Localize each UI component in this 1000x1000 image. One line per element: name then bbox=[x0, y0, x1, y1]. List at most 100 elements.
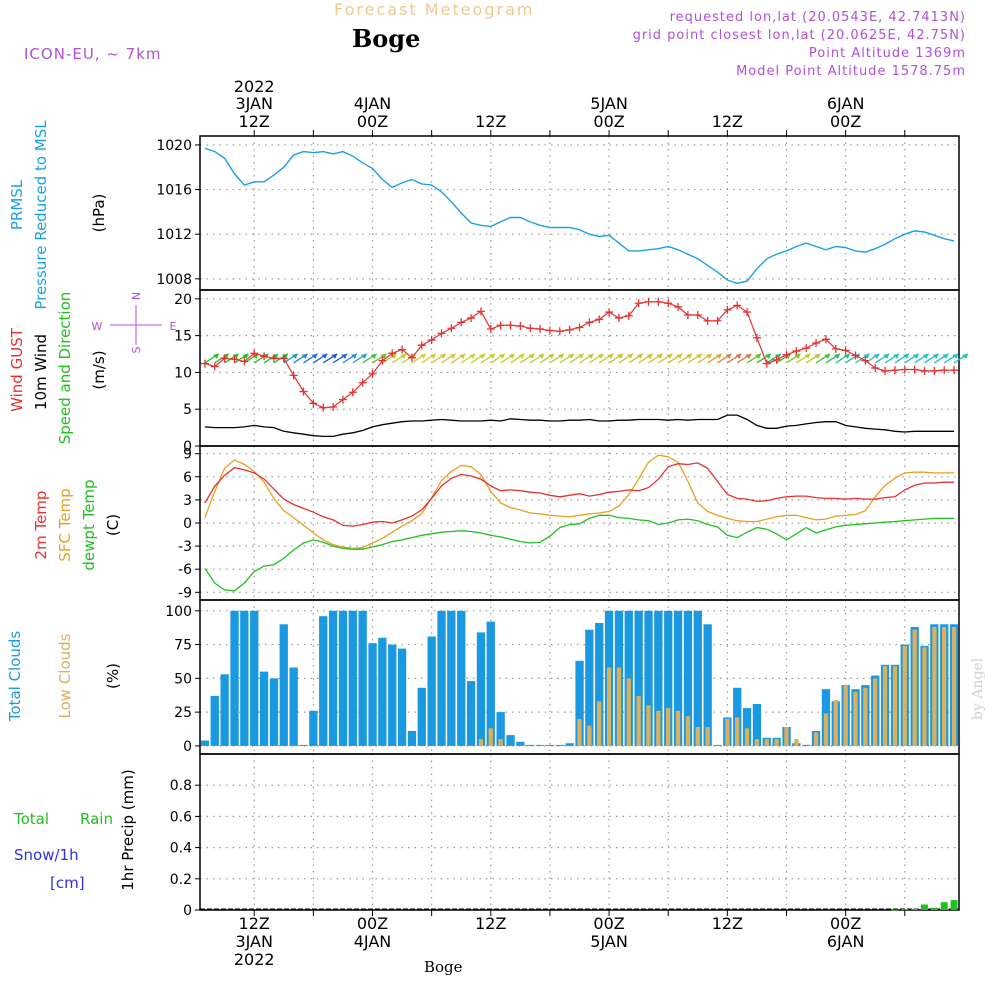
gust-marker bbox=[881, 366, 890, 375]
wind-arrowhead bbox=[833, 353, 840, 359]
total-clouds-bar bbox=[230, 610, 239, 746]
temp-sfc-label: SFC Temp bbox=[56, 488, 74, 561]
model-label: ICON-EU, ~ 7km bbox=[24, 45, 162, 63]
requested-coords: requested lon,lat (20.0543E, 42.7413N) bbox=[669, 10, 966, 25]
precip-cm-label: [cm] bbox=[50, 874, 85, 892]
precip-rain-label: Rain bbox=[80, 810, 113, 828]
total-clouds-bar bbox=[733, 687, 742, 746]
gust-marker bbox=[398, 345, 407, 354]
low-clouds-bar bbox=[951, 627, 957, 746]
time-label-hour-bottom: 12Z bbox=[239, 914, 270, 933]
y-tick-label: 50 bbox=[174, 671, 192, 687]
wind-arrowhead bbox=[439, 353, 446, 359]
gust-marker bbox=[683, 311, 692, 320]
total-clouds-bar bbox=[328, 610, 338, 746]
time-label-date-top: 5JAN bbox=[590, 94, 628, 113]
total-clouds-bar bbox=[397, 648, 407, 746]
gust-marker bbox=[575, 323, 584, 332]
gust-marker bbox=[269, 354, 278, 363]
gust-marker bbox=[762, 359, 771, 368]
wind-arrowhead bbox=[764, 353, 771, 359]
gust-marker bbox=[536, 325, 545, 333]
forecast-title: Forecast Meteogram bbox=[334, 0, 535, 19]
low-clouds-bar bbox=[498, 739, 503, 746]
wind-gust-label: Wind GUST bbox=[8, 327, 26, 412]
wind-arrowhead bbox=[676, 353, 683, 359]
wind-arrowhead bbox=[636, 353, 643, 359]
total-clouds-bar bbox=[486, 621, 495, 746]
y-tick-label: 6 bbox=[183, 470, 192, 486]
total-clouds-bar bbox=[664, 610, 673, 746]
total-clouds-bar bbox=[200, 740, 210, 746]
gust-marker bbox=[634, 299, 643, 308]
wind-arrowhead bbox=[508, 353, 515, 359]
time-label-year-top: 2022 bbox=[234, 77, 275, 96]
time-label-hour-bottom: 00Z bbox=[593, 914, 624, 933]
gust-marker bbox=[457, 318, 466, 327]
gust-marker bbox=[565, 325, 574, 334]
wind-arrowhead bbox=[952, 353, 959, 359]
gust-marker bbox=[821, 335, 830, 344]
location-title: Boge bbox=[352, 24, 421, 53]
gust-marker bbox=[831, 344, 840, 353]
precip-total-label: Total bbox=[13, 810, 49, 828]
wind-arrowhead bbox=[370, 353, 377, 359]
low-clouds-bar bbox=[725, 718, 730, 746]
time-label-hour-top: 00Z bbox=[593, 112, 624, 131]
low-clouds-bar bbox=[587, 725, 592, 746]
time-label-date-top: 4JAN bbox=[354, 94, 392, 113]
gust-marker bbox=[555, 327, 564, 336]
y-tick-label: 0.4 bbox=[170, 841, 192, 857]
wind-arrowhead bbox=[725, 353, 732, 359]
wind-arrowhead bbox=[646, 353, 653, 359]
low-clouds-bar bbox=[843, 685, 848, 746]
gust-marker bbox=[664, 299, 673, 308]
time-label-date-bottom: 3JAN bbox=[235, 932, 273, 951]
precip-axis-label: 1hr Precip (mm) bbox=[119, 769, 137, 890]
pressure-label-long: Pressure Reduced to MSL bbox=[32, 120, 50, 310]
total-clouds-bar bbox=[683, 610, 693, 746]
pressure-line bbox=[204, 147, 955, 285]
wind-arrowhead bbox=[804, 353, 811, 359]
time-label-hour-top: 12Z bbox=[239, 112, 270, 131]
total-clouds-bar bbox=[210, 695, 219, 746]
low-clouds-bar bbox=[656, 710, 661, 746]
total-clouds-bar bbox=[545, 744, 555, 746]
dewpt-line bbox=[204, 514, 955, 592]
total-clouds-bar bbox=[595, 623, 604, 746]
y-tick-label: -9 bbox=[178, 585, 192, 601]
y-tick-label: 0.2 bbox=[170, 872, 192, 888]
y-tick-label: 15 bbox=[174, 329, 192, 345]
wind-arrowhead bbox=[922, 353, 929, 359]
time-label-hour-top: 12Z bbox=[712, 112, 743, 131]
gust-marker bbox=[624, 311, 633, 320]
y-tick-label: 1012 bbox=[156, 227, 192, 243]
gust-marker bbox=[378, 356, 387, 365]
low-clouds-bar bbox=[735, 717, 740, 746]
gust-marker bbox=[930, 366, 939, 375]
precip-snow-label: Snow/1h bbox=[14, 846, 79, 864]
time-label-date-bottom: 5JAN bbox=[590, 932, 628, 951]
gust-marker bbox=[250, 349, 259, 358]
low-clouds-bar bbox=[892, 666, 898, 746]
gust-marker bbox=[338, 395, 347, 404]
gust-marker bbox=[230, 355, 239, 364]
total-clouds-bar bbox=[269, 678, 279, 746]
gust-marker bbox=[910, 365, 919, 374]
low-clouds-bar bbox=[695, 727, 700, 746]
wind-arrowhead bbox=[745, 353, 752, 359]
temp-2m-label: 2m Temp bbox=[32, 491, 50, 560]
time-label-hour-bottom: 00Z bbox=[357, 914, 388, 933]
pressure-label: PRMSL bbox=[8, 179, 26, 230]
y-tick-label: 75 bbox=[174, 638, 192, 654]
low-clouds-bar bbox=[616, 667, 622, 746]
y-tick-label: 100 bbox=[165, 604, 192, 620]
wind-arrowhead bbox=[518, 353, 525, 359]
gust-marker bbox=[871, 364, 880, 372]
y-tick-label: 3 bbox=[183, 493, 192, 509]
low-clouds-bar bbox=[606, 667, 612, 746]
wind-arrowhead bbox=[666, 353, 673, 359]
total-clouds-bar bbox=[802, 744, 811, 746]
low-clouds-bar bbox=[853, 691, 858, 746]
